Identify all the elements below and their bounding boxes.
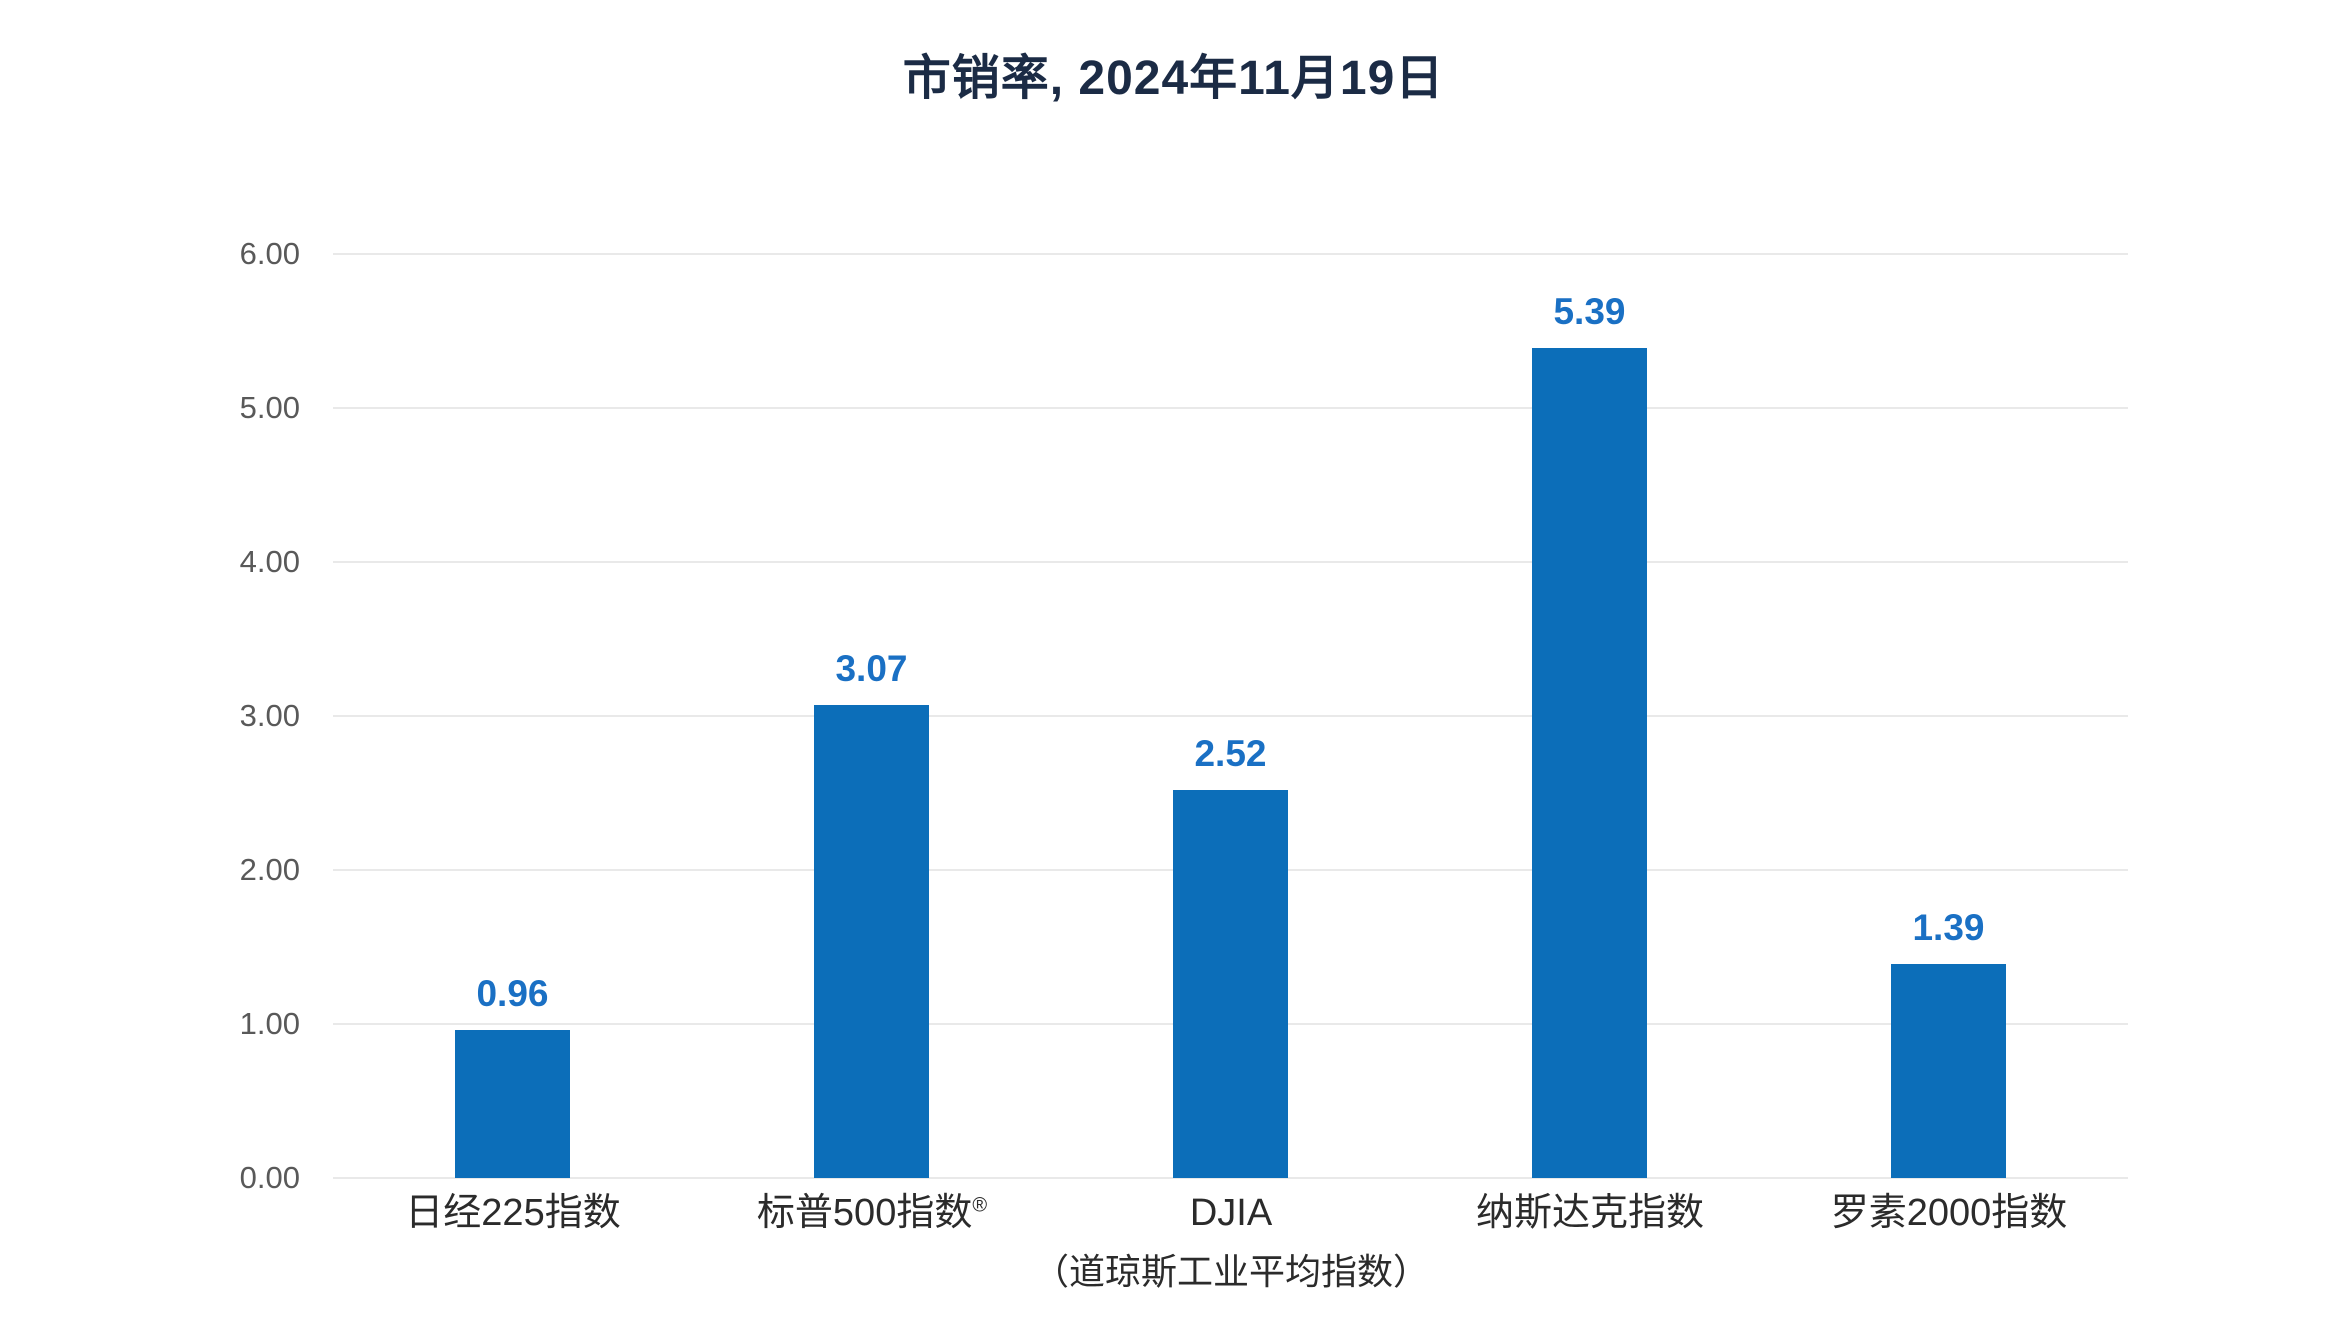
category-label: 罗素2000指数 (1830, 1192, 2068, 1234)
category-label: 标普500指数® (756, 1192, 988, 1234)
y-tick-label: 3.00 (239, 698, 300, 733)
bar-value-label: 0.96 (476, 973, 549, 1014)
category-label: DJIA （道琼斯工业平均指数） (971, 1190, 1491, 1294)
y-tick-label: 4.00 (239, 544, 300, 579)
bar (1891, 964, 2006, 1178)
gridline (333, 715, 2128, 717)
bar-value-label: 3.07 (835, 648, 908, 689)
gridline (333, 253, 2128, 255)
y-tick-label: 2.00 (239, 852, 300, 887)
category-sublabel: （道琼斯工业平均指数） (1032, 1251, 1429, 1292)
bar (455, 1030, 570, 1178)
bar (814, 705, 929, 1178)
bar-value-label: 1.39 (1912, 907, 1985, 948)
gridline (333, 561, 2128, 563)
registered-mark-superscript: ® (972, 1194, 988, 1217)
y-tick-label: 6.00 (239, 236, 300, 271)
bar (1173, 790, 1288, 1178)
category-label: 纳斯达克指数 (1475, 1192, 1704, 1234)
bar (1532, 348, 1647, 1178)
chart-title: 市销率, 2024年11月19日 (902, 52, 1445, 105)
category-label: 日经225指数 (405, 1192, 621, 1234)
y-tick-label: 1.00 (239, 1006, 300, 1041)
gridline (333, 1177, 2128, 1179)
bar-value-label: 2.52 (1194, 733, 1267, 774)
y-tick-label: 5.00 (239, 390, 300, 425)
y-tick-label: 0.00 (239, 1160, 300, 1195)
gridline (333, 407, 2128, 409)
bar-value-label: 5.39 (1553, 291, 1626, 332)
